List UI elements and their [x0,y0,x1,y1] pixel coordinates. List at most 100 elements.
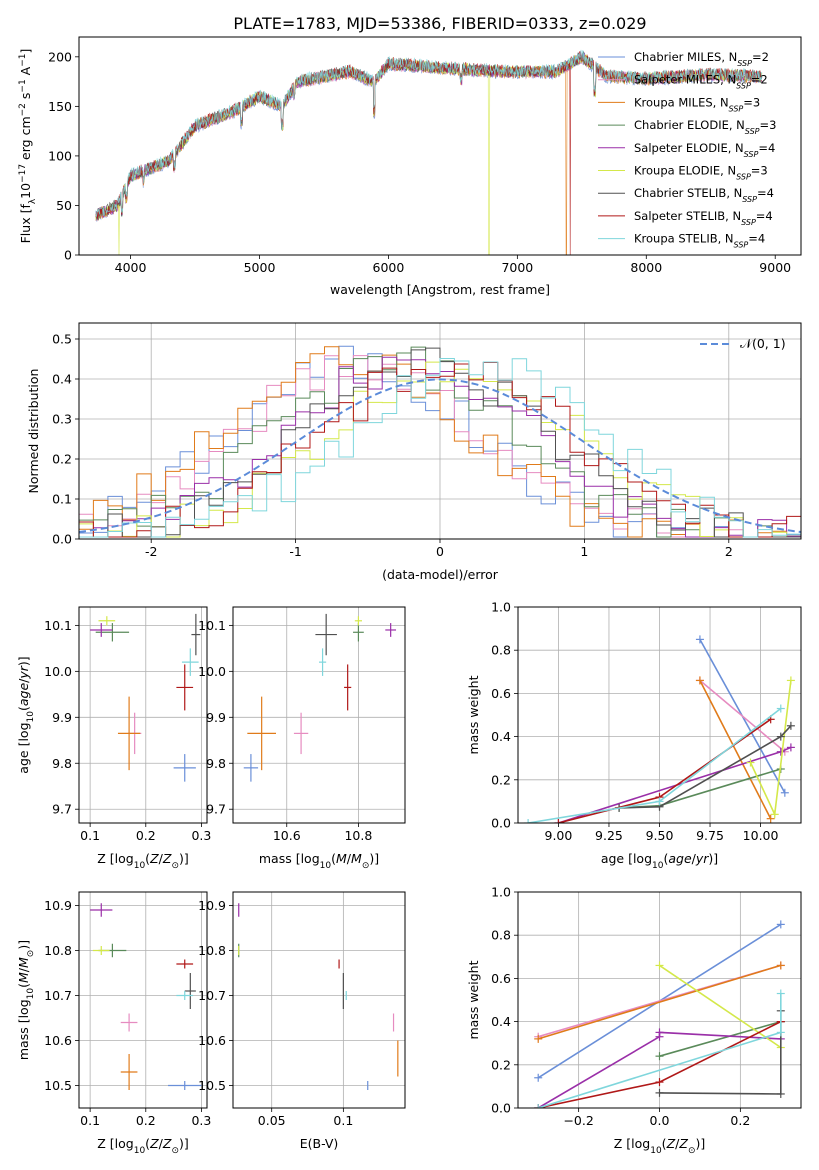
x-axis-label: E(B-V) [300,1136,339,1151]
x-tick-label: 10.6 [273,828,301,843]
y-tick-label: 10.1 [198,618,226,633]
x-axis-label-part: )] [369,851,379,866]
x-tick-label: 6000 [373,260,405,275]
x-axis-label-part: ⊙ [362,861,370,871]
legend-label-part: SSP [736,172,751,181]
spectrum-series-line [95,49,763,217]
x-axis-label-part: ( [145,1136,150,1151]
y-tick-label: 50 [56,198,72,213]
x-axis-label-part: Z [162,1136,172,1151]
axes-mass_weight_vs_age: 9.00 9.25 9.50 9.75 10.00 0.0 0.2 0.4 0.6 0.8 1.0 a… [466,600,802,871]
weight-series-line [619,725,792,809]
axes-frame [232,606,406,824]
y-axis-label-part: Normed distribution [26,369,41,494]
axes-frame [78,606,208,824]
y-tick-label: 0.1 [52,492,72,507]
x-tick-label: 10.00 [743,828,779,843]
y-axis-label-part: −2 [18,103,28,116]
y-axis-label: age [log10(age/yr)] [16,656,36,773]
x-axis-label-part: Z [log [97,851,133,866]
y-axis-label-part: λ [28,198,38,204]
legend-label: Salpeter MILES, NSSP=2 [634,73,768,91]
x-tick-label: 0.1 [80,1113,100,1128]
x-tick-label: 7000 [501,260,533,275]
y-tick-label: 100 [48,148,72,163]
gauss-legend-label: 𝒩(0, 1) [740,336,786,351]
y-tick-label: 9.7 [52,802,72,817]
y-axis-label-part: 10 [26,988,36,1000]
x-axis-label-part: )] [179,1136,189,1151]
x-tick-label: 9.00 [545,828,573,843]
y-tick-label: 10.8 [44,943,72,958]
y-tick-label: 0.6 [491,686,511,701]
y-tick-label: 0 [64,248,72,263]
y-axis-label-part: Flux [f [18,204,33,244]
legend-label-part: SSP [729,104,744,113]
x-axis-label: (data-model)/error [382,567,499,582]
y-tick-label: 9.8 [52,756,72,771]
y-tick-label: 10.9 [44,898,72,913]
x-axis-label-part: )] [179,851,189,866]
x-axis-label-part: 10 [134,1146,146,1156]
legend-label-part: =3 [743,95,760,109]
weight-series-line [699,679,786,753]
x-tick-label: 0.2 [730,1113,750,1128]
y-axis-label: mass weight [466,675,481,754]
y-tick-label: 0.4 [491,729,511,744]
x-tick-label: 9.50 [646,828,674,843]
y-tick-label: 0.8 [491,643,511,658]
y-tick-label: 9.9 [206,710,226,725]
y-tick-label: 0.0 [491,816,511,831]
plot-area-age_vs_mass [243,613,397,782]
y-tick-label: 0.5 [52,332,72,347]
y-axis-label-part: ] [18,49,33,54]
x-axis-label-part: ( [145,851,150,866]
legend-label-part: Chabrier ELODIE, N [634,118,745,132]
y-tick-label: 10.6 [44,1033,72,1048]
x-axis-label-part: )] [695,1136,705,1151]
x-axis-label-part: yr [695,851,709,866]
plot-area-spectrum [95,49,763,255]
y-axis-label: Normed distribution [26,369,41,494]
plot-area-residuals [79,345,801,538]
y-tick-label: 10.8 [198,943,226,958]
legend-label: Chabrier ELODIE, NSSP=3 [634,118,776,136]
y-tick-label: 10.1 [44,618,72,633]
x-tick-label: 0.1 [333,1113,353,1128]
axes-mass_vs_EBV: 0.05 0.1 10.5 10.6 10.7 10.8 10.9 E(B-V) [198,891,406,1151]
x-tick-label: 0.2 [136,1113,156,1128]
y-tick-label: 10.7 [44,988,72,1003]
weight-series-line [659,1020,782,1057]
weight-series-line [699,680,772,820]
x-axis-label: age [log10(age/yr)] [601,851,718,871]
y-axis-label-part: M [16,957,31,968]
x-axis-label-part: Z [666,1136,676,1151]
legend-label-part: SSP [736,81,751,90]
y-tick-label: 10.5 [44,1078,72,1093]
y-tick-label: 10.9 [198,898,226,913]
y-tick-label: 0.0 [491,1101,511,1116]
x-axis-label-part: M [351,851,362,866]
x-tick-label: 0.3 [191,828,211,843]
legend-label: Kroupa ELODIE, NSSP=3 [634,164,768,182]
legend-label-part: =3 [751,164,768,178]
legend-label-part: =2 [751,73,768,87]
histogram-series-step [79,358,801,538]
y-tick-label: 10.7 [198,988,226,1003]
y-tick-label: 10.6 [198,1033,226,1048]
y-tick-label: 0.4 [52,372,72,387]
plot-area-mass_vs_Z [90,903,202,1090]
axes-spectrum: 4000 5000 6000 7000 8000 9000 0 50 100 150 200 wave… [18,36,802,297]
y-tick-label: 0.2 [491,772,511,787]
normal-distribution-curve [79,378,801,533]
x-tick-label: 1 [580,544,588,559]
x-axis-label-part: 10 [652,861,664,871]
y-tick-label: 0.6 [491,971,511,986]
y-tick-label: 9.8 [206,756,226,771]
x-tick-label: -2 [145,544,157,559]
x-tick-label: 5000 [244,260,276,275]
x-tick-label: 0 [436,544,444,559]
axes-age_vs_Z: 0.1 0.2 0.39.79.89.910.010.1Z [log10(Z/Z⊙)… [16,606,211,871]
x-axis-label-part: ( [663,851,668,866]
